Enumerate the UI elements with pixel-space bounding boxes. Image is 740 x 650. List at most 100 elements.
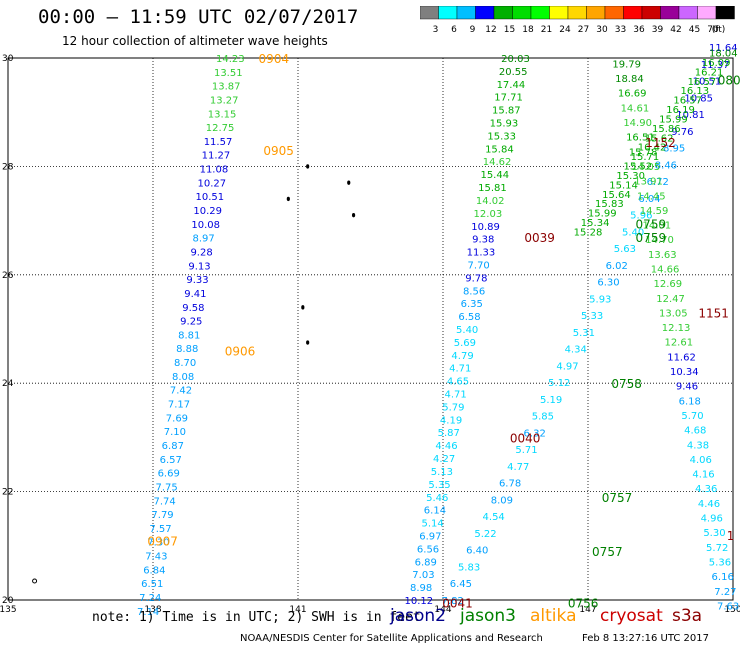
wave-height-value: 10.51	[195, 192, 224, 203]
wave-height-value: 17.44	[497, 80, 526, 91]
wave-height-value: 8.08	[172, 372, 194, 383]
wave-height-value: 12.61	[664, 338, 693, 349]
color-scale-label: 15	[504, 25, 515, 35]
wave-height-value: 6.56	[417, 544, 439, 555]
wave-height-value: 10.12	[405, 596, 434, 607]
latitude-label: 28	[2, 162, 14, 172]
color-scale-label: 36	[633, 25, 645, 35]
wave-height-value: 6.04	[638, 194, 660, 205]
color-scale-label: 42	[670, 25, 681, 35]
wave-height-value: 5.30	[703, 528, 725, 539]
wave-height-value: 5.22	[474, 529, 496, 540]
wave-height-value: 5.83	[458, 562, 480, 573]
wave-height-value: 6.35	[461, 299, 483, 310]
color-scale-label: 27	[578, 25, 589, 35]
wave-height-value: 5.87	[438, 428, 460, 439]
wave-height-value: 5.12	[548, 378, 570, 389]
wave-height-value: 9.33	[186, 275, 208, 286]
wave-height-value: 16.21	[695, 67, 724, 78]
wave-height-value: 9.41	[184, 289, 206, 300]
color-scale-label: 70	[707, 25, 719, 35]
wave-height-value: 5.31	[573, 328, 595, 339]
wave-height-value: 4.68	[684, 426, 706, 437]
latitude-label: 26	[2, 271, 14, 281]
wave-height-value: 7.24	[139, 593, 161, 604]
wave-height-value: 14.90	[623, 118, 652, 129]
wave-height-value: 5.40	[456, 325, 478, 336]
wave-height-value: 8.09	[491, 495, 513, 506]
wave-height-value: 14.05	[632, 162, 661, 173]
wave-height-value: 10.29	[193, 206, 222, 217]
wave-height-value: 11.33	[467, 248, 496, 259]
page-subtitle: 12 hour collection of altimeter wave hei…	[62, 34, 328, 48]
wave-height-value: 12.69	[653, 279, 682, 290]
wave-height-value: 4.36	[695, 484, 717, 495]
wave-height-value: 16.13	[681, 86, 710, 97]
wave-height-value: 4.46	[435, 441, 457, 452]
longitude-label: 144	[434, 605, 451, 615]
wave-height-value: 8.56	[463, 286, 485, 297]
wave-height-value: 20.55	[499, 67, 528, 78]
island-shape	[286, 196, 290, 202]
wave-height-value: 15.30	[616, 171, 645, 182]
wave-height-value: 15.84	[485, 144, 514, 155]
wave-height-value: 11.57	[204, 137, 233, 148]
wave-height-value: 12.47	[656, 294, 685, 305]
color-scale-label: 12	[485, 25, 496, 35]
wave-height-value: 8.97	[192, 234, 214, 245]
wave-height-value: 4.96	[701, 514, 723, 525]
wave-height-value: 15.71	[631, 152, 660, 163]
wave-height-value: 6.84	[143, 565, 165, 576]
wave-height-value: 6.58	[458, 312, 480, 323]
pass-time-label: 0759	[636, 231, 667, 245]
wave-height-value: 6.97	[419, 531, 441, 542]
latitude-label: 24	[2, 379, 14, 389]
wave-height-value: 17.71	[494, 93, 523, 104]
wave-height-value: 5.93	[589, 294, 611, 305]
island-shape	[351, 212, 356, 218]
wave-height-value: 4.71	[445, 390, 467, 401]
credit-line: NOAA/NESDIS Center for Satellite Applica…	[240, 633, 543, 644]
wave-height-value: 4.16	[692, 470, 714, 481]
wave-height-value: 12.75	[206, 123, 235, 134]
pass-time-label: 0905	[263, 144, 294, 158]
pass-time-label: 0906	[225, 345, 256, 359]
wave-height-value: 15.62	[645, 133, 674, 144]
wave-height-value: 10.51	[693, 77, 722, 88]
wave-height-value: 4.54	[483, 512, 505, 523]
map-frame	[7, 57, 734, 601]
wave-height-value: 15.14	[609, 180, 638, 191]
wave-height-value: 7.17	[168, 400, 190, 411]
wave-height-value: 4.34	[565, 345, 587, 356]
wave-height-value: 5.69	[454, 338, 476, 349]
wave-height-value: 10.34	[670, 367, 699, 378]
island-shape	[306, 164, 310, 169]
wave-height-value: 10.85	[684, 93, 713, 104]
wave-height-value: 4.77	[507, 462, 529, 473]
wave-height-value: 9.78	[465, 273, 487, 284]
wave-height-value: 5.33	[581, 311, 603, 322]
latitude-label: 30	[2, 54, 14, 64]
wave-height-value: 14.66	[651, 265, 680, 276]
color-scale-label: 24	[559, 25, 571, 35]
wave-height-value: 15.64	[602, 190, 631, 201]
wave-height-value: 6.45	[450, 579, 472, 590]
wave-height-value: 14.61	[621, 103, 650, 114]
latitude-label: 22	[2, 488, 13, 498]
wave-height-value: 8.95	[663, 144, 685, 155]
wave-height-value: 15.28	[574, 227, 603, 238]
wave-height-value: 11.64	[709, 43, 738, 54]
wave-height-value: 5.40	[622, 227, 644, 238]
wave-height-value: 6.57	[160, 455, 182, 466]
wave-height-value: 15.81	[478, 183, 507, 194]
pass-time-label: 0756	[568, 597, 599, 611]
wave-height-value: 5.14	[422, 519, 444, 530]
pass-time-label: 0040	[510, 431, 541, 445]
wave-height-value: 15.44	[480, 170, 509, 181]
wave-height-value: 6.87	[162, 441, 184, 452]
wave-height-value: 6.69	[158, 469, 180, 480]
wave-height-value: 13.63	[648, 250, 677, 261]
pass-time-label: 0907	[147, 534, 178, 548]
island-shape	[306, 340, 310, 345]
wave-height-value: 6.51	[141, 579, 163, 590]
